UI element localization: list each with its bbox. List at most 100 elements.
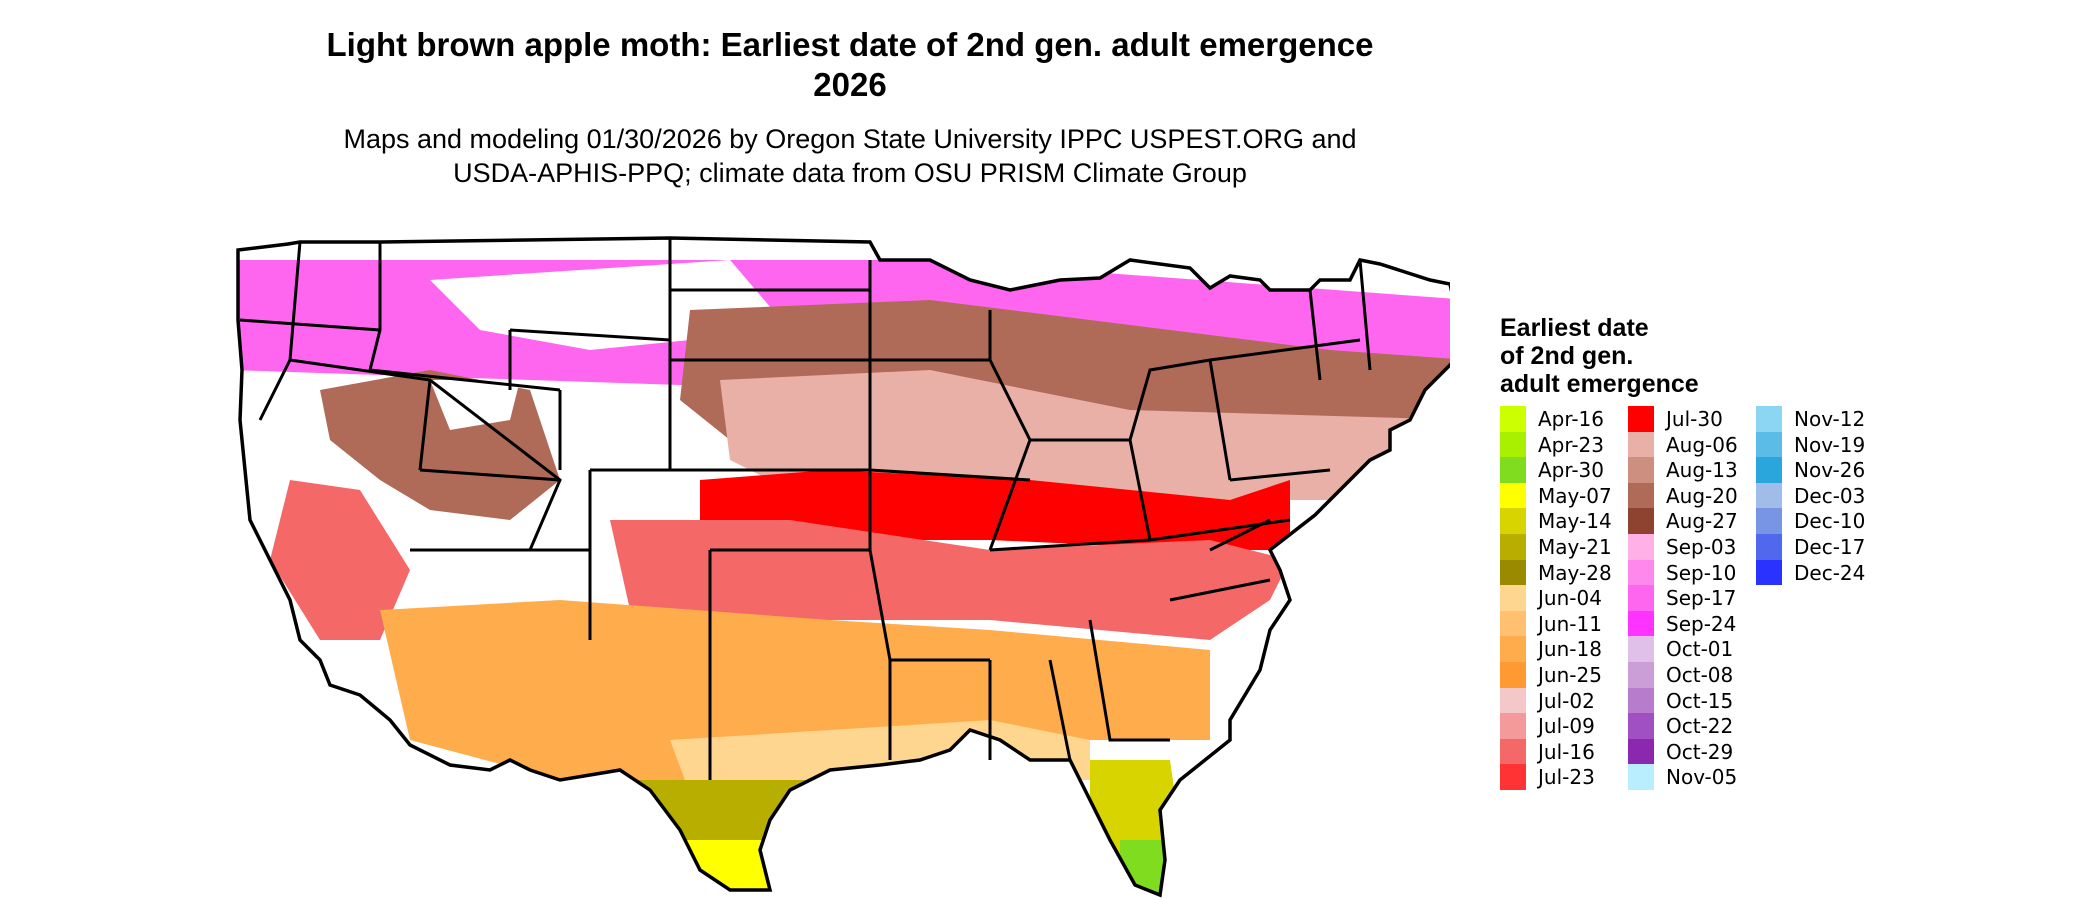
legend-item: May-07 bbox=[1500, 482, 1660, 509]
legend-swatch bbox=[1500, 764, 1526, 790]
legend-swatch bbox=[1500, 738, 1526, 765]
legend-label: Dec-03 bbox=[1794, 483, 1866, 508]
legend-swatch bbox=[1756, 431, 1782, 458]
zone-rockies-white bbox=[560, 390, 670, 490]
legend-item: May-14 bbox=[1500, 508, 1660, 534]
state-border bbox=[710, 548, 990, 662]
legend-swatch bbox=[1756, 559, 1782, 586]
legend-item: Jun-25 bbox=[1500, 662, 1660, 688]
legend-swatch bbox=[1756, 534, 1782, 560]
legend-label: Dec-10 bbox=[1794, 509, 1866, 534]
legend-item: Apr-16 bbox=[1500, 406, 1660, 432]
legend-swatch bbox=[1628, 406, 1654, 432]
legend-item: Sep-17 bbox=[1628, 585, 1788, 611]
legend-label: Jul-23 bbox=[1538, 765, 1595, 790]
legend-swatch bbox=[1500, 457, 1526, 483]
legend-title-line-1: Earliest date bbox=[1500, 314, 1649, 342]
legend-label: Jun-18 bbox=[1538, 637, 1602, 662]
legend-label: Jun-25 bbox=[1538, 663, 1602, 687]
legend-swatch bbox=[1628, 508, 1654, 534]
zone-jun bbox=[380, 600, 1210, 780]
legend-item: Aug-27 bbox=[1628, 508, 1788, 534]
legend-label: Nov-19 bbox=[1794, 432, 1866, 457]
legend-item: Dec-03 bbox=[1756, 482, 1916, 509]
legend-swatch bbox=[1628, 482, 1654, 509]
legend-item: Jun-18 bbox=[1500, 636, 1660, 662]
legend-item: May-21 bbox=[1500, 534, 1660, 560]
state-border bbox=[1229, 468, 1331, 482]
legend-swatch bbox=[1628, 534, 1654, 560]
legend-swatch bbox=[1628, 662, 1654, 688]
legend-item: Jul-30 bbox=[1628, 406, 1788, 432]
us-emergence-map bbox=[236, 236, 1450, 897]
legend-item: Jun-04 bbox=[1500, 585, 1660, 611]
zone-nevada-white bbox=[430, 380, 520, 430]
legend-label: Dec-17 bbox=[1794, 535, 1866, 559]
legend-item: Nov-12 bbox=[1756, 406, 1916, 432]
legend-label: Jul-02 bbox=[1538, 688, 1595, 713]
legend-item: Oct-15 bbox=[1628, 687, 1788, 714]
legend-swatch bbox=[1500, 508, 1526, 534]
legend-swatch bbox=[1500, 431, 1526, 458]
map-title-year: 2026 bbox=[813, 66, 887, 103]
legend-label: Aug-13 bbox=[1666, 458, 1738, 483]
legend-swatch bbox=[1628, 636, 1654, 662]
state-border bbox=[1358, 259, 1372, 371]
legend-label: Nov-05 bbox=[1666, 765, 1738, 790]
map-title: Light brown apple moth: Earliest date of… bbox=[326, 26, 1374, 63]
legend-label: Aug-27 bbox=[1666, 509, 1738, 534]
legend-item: Aug-13 bbox=[1628, 457, 1788, 483]
legend-swatch bbox=[1628, 738, 1654, 765]
legend-item: Nov-19 bbox=[1756, 431, 1916, 458]
legend-label: Nov-12 bbox=[1794, 407, 1866, 431]
legend-swatch bbox=[1628, 764, 1654, 790]
legend-swatch bbox=[1628, 559, 1654, 586]
legend-item: Aug-20 bbox=[1628, 482, 1788, 509]
state-border bbox=[869, 468, 1031, 482]
legend-item: May-28 bbox=[1500, 559, 1660, 586]
legend-item: Oct-22 bbox=[1628, 713, 1788, 739]
state-border bbox=[419, 468, 561, 482]
legend-label: Apr-16 bbox=[1538, 407, 1604, 431]
legend-label: Nov-26 bbox=[1794, 458, 1866, 483]
legend-label: Apr-30 bbox=[1538, 458, 1604, 483]
legend-label: May-07 bbox=[1538, 483, 1612, 508]
state-border bbox=[1169, 578, 1271, 602]
legend-item: Nov-05 bbox=[1628, 764, 1788, 790]
state-border bbox=[1208, 359, 1232, 481]
legend-item: Dec-17 bbox=[1756, 534, 1916, 560]
state-border bbox=[989, 518, 1291, 552]
state-border bbox=[289, 358, 562, 551]
legend-swatch bbox=[1500, 482, 1526, 509]
legend-item: Sep-10 bbox=[1628, 559, 1788, 586]
legend-title: Earliest date of 2nd gen. adult emergenc… bbox=[1500, 314, 1760, 398]
legend-swatch bbox=[1500, 713, 1526, 739]
legend-label: Sep-24 bbox=[1666, 611, 1737, 636]
state-border bbox=[1128, 358, 1211, 441]
legend-label: Apr-23 bbox=[1538, 432, 1604, 457]
legend-swatch bbox=[1756, 406, 1782, 432]
state-border bbox=[509, 328, 671, 342]
legend-item: Jul-23 bbox=[1500, 764, 1660, 790]
state-border bbox=[1209, 518, 1271, 552]
legend-title-line-3: adult emergence bbox=[1500, 370, 1699, 398]
subtitle-line-1: Maps and modeling 01/30/2026 by Oregon S… bbox=[343, 124, 1357, 154]
legend-swatch bbox=[1500, 534, 1526, 560]
legend-label: May-21 bbox=[1538, 535, 1612, 559]
legend-swatch bbox=[1628, 713, 1654, 739]
legend-label: May-28 bbox=[1538, 560, 1612, 585]
legend-item: Jul-16 bbox=[1500, 738, 1660, 765]
state-border bbox=[1088, 619, 1170, 742]
state-border bbox=[239, 318, 381, 332]
legend-item: Oct-01 bbox=[1628, 636, 1788, 662]
legend-swatch bbox=[1628, 457, 1654, 483]
legend-label: Dec-24 bbox=[1794, 560, 1866, 585]
legend-label: Aug-20 bbox=[1666, 483, 1738, 508]
state-border bbox=[870, 358, 1032, 551]
legend-item: Aug-06 bbox=[1628, 431, 1788, 458]
legend-swatch bbox=[1500, 585, 1526, 611]
legend-label: Jul-30 bbox=[1666, 407, 1723, 431]
legend-item: Dec-10 bbox=[1756, 508, 1916, 534]
legend-item: Oct-29 bbox=[1628, 738, 1788, 765]
legend-swatch bbox=[1628, 610, 1654, 637]
